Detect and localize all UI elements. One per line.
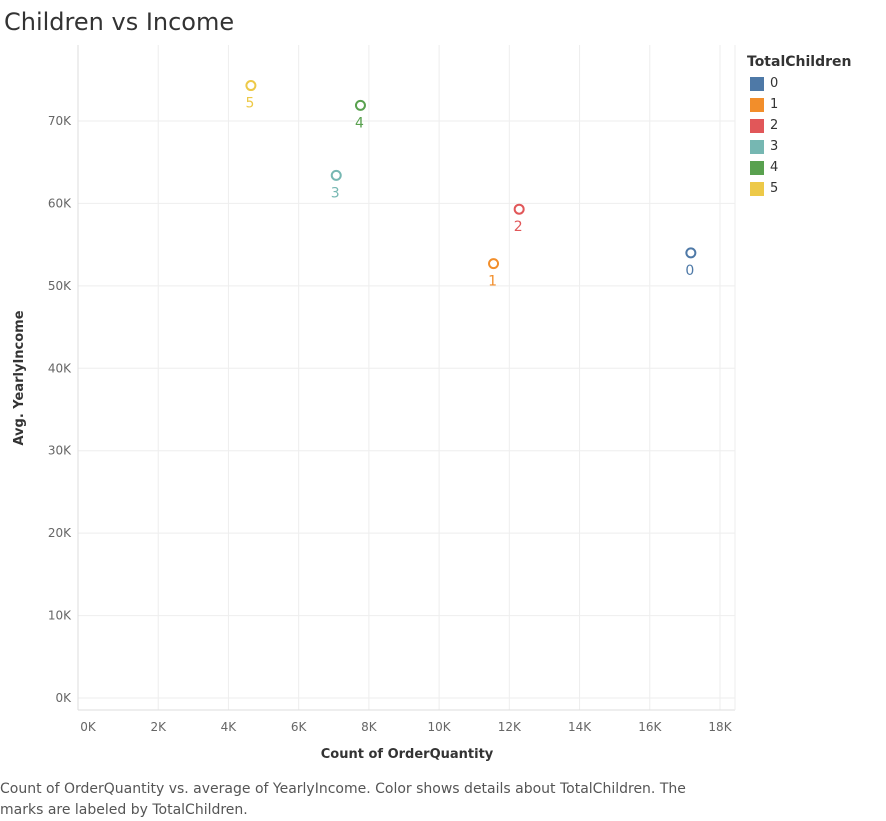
legend-label: 0 [770,76,779,91]
x-axis-label: Count of OrderQuantity [321,747,494,762]
y-axis-label: Avg. YearlyIncome [12,310,27,445]
axes: 0K 2K 4K 6K 8K 10K 12K 14K 16K 18K 0K 10K 20K 30K 40K 5… [48,45,736,734]
x-tick-label: 14K [568,720,592,734]
chart-caption: Count of OrderQuantity vs. average of Ye… [0,781,686,818]
legend-swatch [750,181,764,196]
chart-title: Children vs Income [4,8,235,36]
gridlines [78,45,735,710]
data-point-4[interactable] [354,99,366,111]
data-point-0[interactable] [685,247,697,259]
y-tick-label: 60K [48,196,72,210]
legend-label: 3 [770,139,779,154]
y-tick-label: 10K [48,609,72,623]
legend-swatch [750,139,764,154]
point-label-2: 2 [514,219,523,235]
legend-item-4[interactable]: 4 [747,157,851,178]
legend-swatch [750,97,764,112]
legend-label: 1 [770,97,779,112]
legend-swatch [750,118,764,133]
legend-swatch [750,76,764,91]
x-tick-label: 18K [708,720,732,734]
y-tick-label: 40K [48,361,72,375]
x-tick-label: 4K [221,720,238,734]
x-tick-label: 10K [428,720,452,734]
y-tick-label: 70K [48,114,72,128]
legend-item-1[interactable]: 1 [747,94,851,115]
y-tick-label: 50K [48,279,72,293]
data-point-3[interactable] [330,169,342,181]
legend-item-2[interactable]: 2 [747,115,851,136]
x-tick-label: 16K [638,720,662,734]
legend-label: 2 [770,118,779,133]
point-label-5: 5 [245,96,254,112]
point-label-1: 1 [488,274,497,290]
legend-item-3[interactable]: 3 [747,136,851,157]
legend-label: 4 [770,160,779,175]
legend-item-0[interactable]: 0 [747,73,851,94]
y-tick-label: 20K [48,526,72,540]
x-tick-label: 12K [498,720,522,734]
legend: TotalChildren 0 1 2 3 4 5 [747,54,851,199]
data-points: 0 1 2 3 4 5 [245,80,697,290]
x-tick-label: 2K [150,720,167,734]
data-point-1[interactable] [488,258,500,270]
y-tick-label: 0K [55,691,72,705]
legend-swatch [750,160,764,175]
legend-item-5[interactable]: 5 [747,178,851,199]
point-label-4: 4 [355,115,364,131]
legend-title: TotalChildren [747,54,852,70]
y-tick-label: 30K [48,444,72,458]
point-label-0: 0 [685,263,694,279]
x-tick-label: 8K [361,720,378,734]
data-point-2[interactable] [513,203,525,215]
x-tick-label: 0K [80,720,97,734]
scatter-plot: 0K 2K 4K 6K 8K 10K 12K 14K 16K 18K 0K 10K 20K 30K 40K 5… [12,45,736,762]
legend-label: 5 [770,181,779,196]
x-tick-label: 6K [291,720,308,734]
point-label-3: 3 [331,185,340,201]
data-point-5[interactable] [245,80,257,92]
